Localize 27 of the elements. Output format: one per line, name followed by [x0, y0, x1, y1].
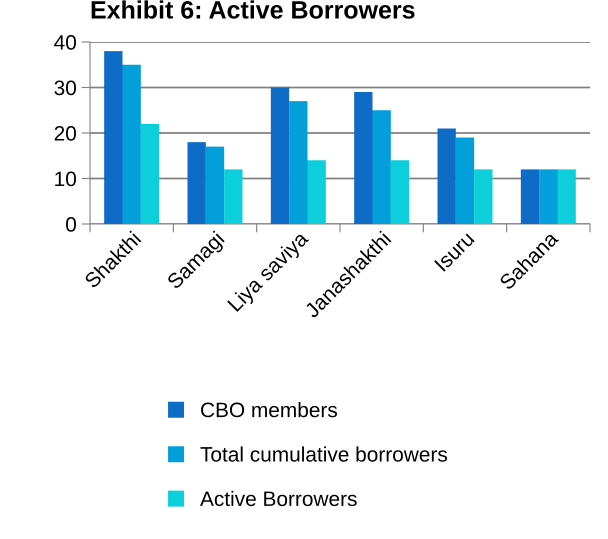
- bar: [372, 110, 391, 224]
- bar: [390, 160, 410, 224]
- bar: [188, 142, 206, 224]
- bar: [438, 128, 456, 224]
- y-tick-label: 10: [55, 172, 76, 186]
- bar: [308, 160, 326, 224]
- bar: [520, 169, 540, 224]
- bar: [474, 169, 492, 224]
- bar: [354, 92, 372, 224]
- bar: [539, 169, 558, 224]
- y-tick-label: 0: [66, 217, 76, 232]
- bar: [558, 169, 576, 224]
- bar: [270, 88, 290, 224]
- bar: [104, 51, 122, 224]
- legend-label: Total cumulative borrowers: [200, 446, 448, 462]
- y-tick-label: 40: [54, 35, 76, 50]
- bar: [224, 169, 242, 224]
- bar: [122, 64, 141, 224]
- y-tick-label: 20: [54, 126, 76, 141]
- legend-label: CBO members: [201, 402, 338, 418]
- y-tick-label: 30: [54, 80, 76, 96]
- chart-title: Exhibit 6: Active Borrowers: [92, 0, 415, 19]
- bar: [289, 101, 308, 224]
- legend-label: Active Borrowers: [200, 490, 357, 506]
- bar: [456, 138, 474, 224]
- bar: [140, 124, 160, 224]
- bar: [206, 146, 224, 224]
